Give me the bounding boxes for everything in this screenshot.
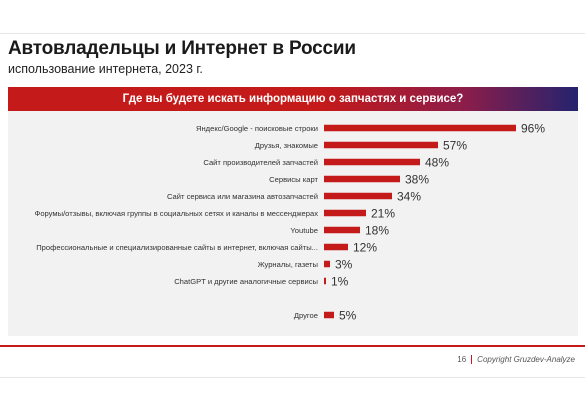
bar [324,260,330,268]
value-label: 57% [443,139,467,153]
bar [324,192,392,200]
page-number: 16 [457,355,473,364]
category-label: Сайт сервиса или магазина автозапчастей [167,192,318,201]
copyright: Copyright Gruzdev-Analyze [477,355,575,364]
bar [324,226,360,234]
page-title: Автовладельцы и Интернет в России [8,38,356,59]
value-label: 21% [371,207,395,221]
bar [324,209,366,217]
category-label: Другое [294,311,318,320]
footer: 16 Copyright Gruzdev-Analyze [457,355,575,364]
bar [324,277,326,285]
value-label: 5% [339,309,357,323]
category-label: Youtube [290,226,318,235]
value-label: 3% [335,258,353,272]
bar [324,175,400,183]
category-label: ChatGPT и другие аналогичные сервисы [174,277,318,286]
bar [324,124,516,132]
page-subtitle: использование интернета, 2023 г. [8,62,203,76]
category-label: Яндекс/Google - поисковые строки [196,124,318,133]
value-label: 12% [353,241,377,255]
category-label: Сервисы карт [269,175,318,184]
category-label: Сайт производителей запчастей [203,158,318,167]
category-label: Профессиональные и специализированные са… [36,243,318,252]
value-label: 1% [331,275,349,289]
category-label: Форумы/отзывы, включая группы в социальн… [35,209,319,218]
chart-title: Где вы будете искать информацию о запчас… [8,87,578,111]
top-divider [0,33,585,34]
bar [324,243,348,251]
bottom-divider-light [0,377,585,378]
bottom-divider [0,345,585,347]
value-label: 96% [521,122,545,136]
category-label: Журналы, газеты [258,260,318,269]
value-label: 38% [405,173,429,187]
bar [324,141,438,149]
value-label: 48% [425,156,449,170]
category-label: Друзья, знакомые [255,141,318,150]
bar [324,158,420,166]
value-label: 18% [365,224,389,238]
value-label: 34% [397,190,421,204]
bar [324,311,334,319]
